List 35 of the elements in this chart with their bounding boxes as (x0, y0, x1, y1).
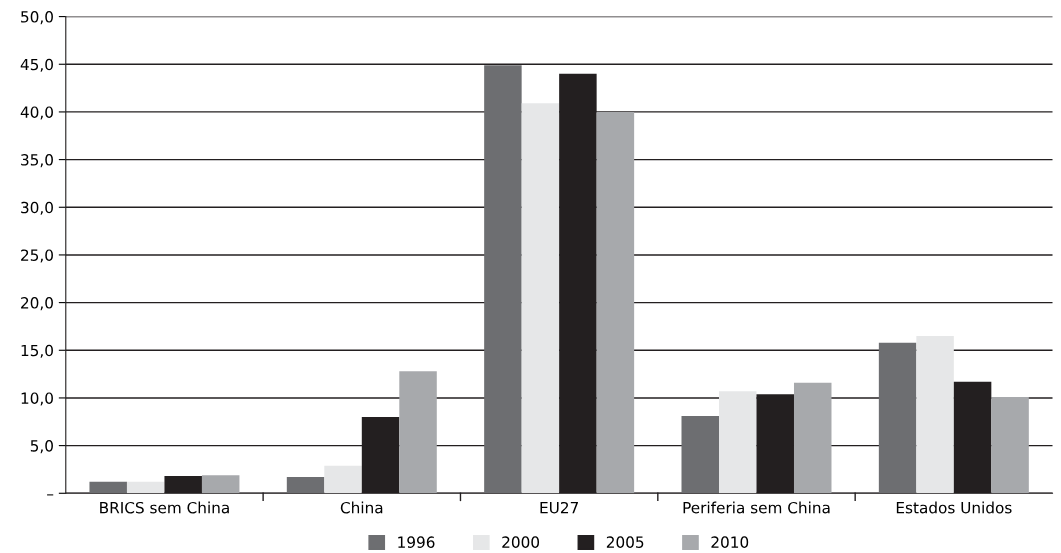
bar (991, 396, 1029, 494)
y-tick-label: 10,0 (21, 392, 53, 406)
legend-label: 2010 (711, 536, 749, 548)
bar (719, 391, 757, 494)
y-tick-label: 35,0 (21, 154, 53, 168)
y-tick-label: 30,0 (21, 201, 53, 215)
x-tick-label: BRICS sem China (100, 501, 229, 514)
bar (596, 111, 635, 494)
x-tick-label: EU27 (540, 501, 578, 514)
y-tick-label: 15,0 (21, 344, 53, 358)
y-tick-label: 5,0 (30, 440, 53, 454)
bar (324, 465, 362, 494)
x-tick-label: China (340, 501, 383, 514)
y-tick-label: 25,0 (21, 249, 53, 263)
y-tick-label: – (47, 494, 54, 496)
bar (286, 477, 325, 494)
legend-label: 1996 (398, 536, 435, 548)
bar (484, 65, 522, 494)
bar (521, 103, 560, 494)
bar (793, 382, 832, 494)
bar (878, 342, 917, 494)
x-tick-label: Periferia sem China (683, 501, 830, 514)
bar (681, 416, 719, 494)
bar (89, 481, 127, 494)
y-tick-label: 40,0 (20, 106, 53, 120)
y-tick-label: 45,0 (20, 58, 53, 72)
legend-label: 2005 (606, 536, 644, 548)
bar (916, 335, 954, 494)
bar (201, 475, 240, 494)
bar (399, 371, 437, 494)
x-tick-label: Estados Unidos (896, 501, 1012, 514)
y-tick-label: 50,0 (21, 11, 53, 25)
legend-label: 2000 (502, 536, 540, 548)
bar (126, 481, 165, 494)
y-tick-label: 20,0 (21, 297, 53, 311)
